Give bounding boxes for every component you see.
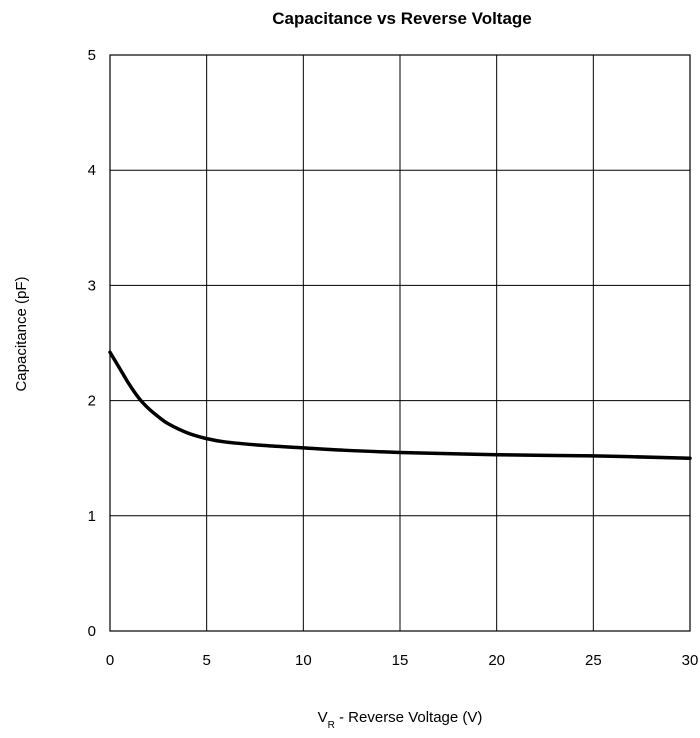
y-tick-label: 5 [88, 47, 96, 64]
y-tick-label: 3 [88, 277, 96, 294]
x-tick-label: 20 [488, 652, 505, 669]
x-axis-label-text: - Reverse Voltage (V) [335, 709, 483, 726]
chart-title: Capacitance vs Reverse Voltage [272, 9, 532, 28]
x-axis-label-variable: V [318, 709, 328, 726]
y-tick-label: 2 [88, 393, 96, 410]
x-tick-label: 25 [585, 652, 602, 669]
x-tick-label: 0 [106, 652, 114, 669]
capacitance-curve [108, 350, 692, 460]
y-axis-label: Capacitance (pF) [13, 276, 30, 391]
y-tick-label: 1 [88, 508, 96, 525]
x-tick-label: 30 [682, 652, 699, 669]
y-axis-tick-labels: 0 1 2 3 4 5 [88, 47, 96, 640]
x-tick-label: 5 [202, 652, 210, 669]
data-series-layer [108, 350, 692, 460]
x-tick-label: 10 [295, 652, 312, 669]
plot-area-border [109, 54, 691, 632]
grid-lines [109, 54, 691, 632]
x-axis-label: VR - Reverse Voltage (V) [318, 709, 483, 731]
y-tick-label: 4 [88, 162, 96, 179]
y-tick-label: 0 [88, 623, 96, 640]
x-axis-tick-labels: 0 5 10 15 20 25 30 [106, 652, 699, 669]
x-axis-label-subscript: R [328, 720, 335, 731]
x-tick-label: 15 [392, 652, 409, 669]
